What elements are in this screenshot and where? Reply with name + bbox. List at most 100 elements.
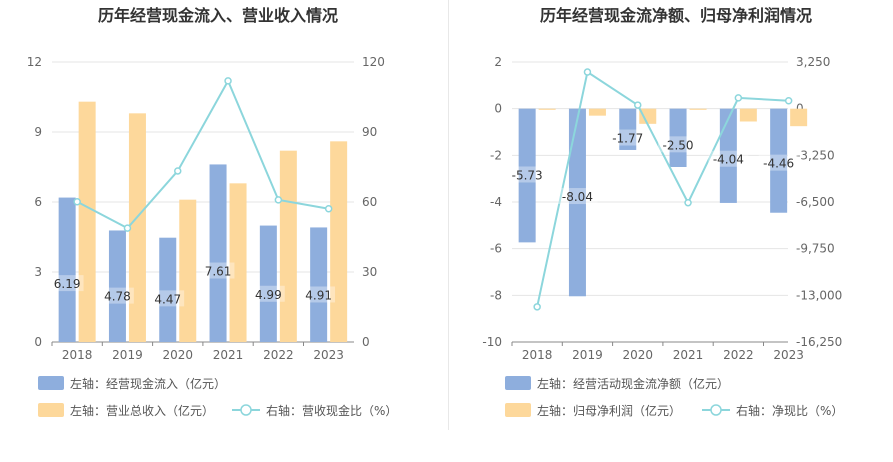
- ratio-point-2020: [634, 101, 642, 109]
- y-left-tick-label: -4: [490, 195, 502, 209]
- data-label-bg: [557, 188, 598, 205]
- data-label: 4.47: [154, 292, 181, 306]
- ratio-line: [76, 78, 329, 230]
- data-label: 6.19: [54, 277, 81, 291]
- y-right-tick-label: -16,250: [796, 335, 842, 349]
- bar-2022: [279, 150, 297, 342]
- y-right-tick-label: 90: [362, 125, 377, 139]
- ratio-point-2023: [324, 205, 333, 213]
- panel-divider: [448, 0, 449, 430]
- data-label-bg: [658, 136, 699, 153]
- y-left-tick-label: -10: [482, 335, 502, 349]
- y-right-tick-label: -9,750: [796, 242, 835, 256]
- bar-2018: [518, 108, 536, 243]
- legend-label: 右轴：营收现金比（%）: [266, 403, 397, 418]
- data-label-bg: [758, 154, 799, 171]
- data-label-bg: [251, 285, 285, 302]
- y-left-tick-label: 12: [27, 55, 42, 69]
- y-left-tick-label: -8: [490, 288, 502, 302]
- x-tick-label: 2023: [773, 348, 804, 362]
- y-right-tick-label: -6,500: [796, 195, 835, 209]
- data-label: -2.50: [663, 138, 694, 152]
- bar-2021: [209, 164, 227, 342]
- bar-2020: [159, 237, 177, 342]
- legend-label: 左轴：经营现金流入（亿元）: [70, 376, 226, 391]
- chart-title: 历年经营现金流净额、归母净利润情况: [540, 6, 812, 25]
- data-label-bg: [50, 275, 84, 292]
- data-label: 4.99: [255, 288, 282, 302]
- x-tick-label: 2018: [62, 348, 93, 362]
- bar-2022: [739, 108, 757, 122]
- bar-2020: [639, 108, 657, 124]
- ratio-point-2022: [734, 94, 743, 102]
- ratio-point-2022: [274, 196, 283, 204]
- legend-label: 左轴：营业总收入（亿元）: [70, 403, 214, 418]
- data-label: -8.04: [562, 190, 593, 204]
- ratio-line: [536, 70, 789, 308]
- y-right-tick-label: 120: [362, 55, 385, 69]
- x-tick-label: 2021: [213, 348, 244, 362]
- legend-swatch-bar: [505, 403, 531, 417]
- bar-2019: [108, 230, 126, 342]
- bar-2022: [719, 108, 737, 203]
- y-left-tick-label: 0: [34, 335, 42, 349]
- bar-2023: [310, 227, 328, 342]
- bar-2021: [689, 108, 707, 110]
- bar-2018: [78, 101, 96, 343]
- data-label-bg: [302, 286, 336, 303]
- x-tick-label: 2022: [723, 348, 754, 362]
- ratio-point-2018: [73, 198, 81, 206]
- x-tick-label: 2020: [162, 348, 193, 362]
- x-tick-label: 2018: [522, 348, 553, 362]
- y-left-tick-label: 3: [34, 265, 42, 279]
- y-right-tick-label: 30: [362, 265, 377, 279]
- legend-swatch-marker: [240, 404, 252, 416]
- bar-2023: [790, 108, 808, 127]
- data-label: 4.91: [305, 288, 332, 302]
- y-right-tick-label: 0: [362, 335, 370, 349]
- bar-2023: [770, 108, 788, 213]
- bar-2020: [619, 108, 637, 150]
- chart-panel-2: 历年经营现金流净额、归母净利润情况20-2-4-6-8-103,2500-3,2…: [482, 6, 843, 418]
- y-right-tick-label: -3,250: [796, 148, 835, 162]
- legend-swatch-bar: [38, 376, 64, 390]
- ratio-point-2019: [583, 68, 592, 76]
- legend-swatch-bar: [38, 403, 64, 417]
- x-tick-label: 2020: [622, 348, 653, 362]
- bar-2019: [568, 108, 586, 297]
- y-left-tick-label: 9: [34, 125, 42, 139]
- y-left-tick-label: 0: [494, 102, 502, 116]
- bar-2020: [179, 199, 197, 342]
- bar-2018: [58, 197, 76, 342]
- data-label-bg: [151, 290, 185, 307]
- x-tick-label: 2019: [112, 348, 143, 362]
- ratio-point-2020: [174, 167, 182, 175]
- legend-swatch-bar: [505, 376, 531, 390]
- data-label: -1.77: [612, 132, 643, 146]
- y-right-tick-label: 3,250: [796, 55, 830, 69]
- y-left-tick-label: -6: [490, 242, 502, 256]
- bar-2019: [588, 108, 606, 116]
- data-label: 7.61: [205, 265, 232, 279]
- y-left-tick-label: 6: [34, 195, 42, 209]
- bar-2021: [669, 108, 687, 167]
- data-label-bg: [607, 129, 648, 146]
- bar-2018: [538, 108, 556, 110]
- data-label-bg: [101, 287, 134, 304]
- bar-2019: [128, 113, 146, 342]
- y-left-tick-label: -2: [490, 148, 502, 162]
- data-label: 4.78: [104, 290, 131, 304]
- data-label: -5.73: [512, 168, 543, 182]
- x-tick-label: 2023: [313, 348, 344, 362]
- legend-label: 左轴：归母净利润（亿元）: [537, 403, 681, 418]
- data-label-bg: [201, 262, 235, 279]
- x-tick-label: 2019: [572, 348, 603, 362]
- legend-label: 右轴：净现比（%）: [736, 403, 843, 418]
- y-right-tick-label: 60: [362, 195, 377, 209]
- bar-2023: [330, 141, 348, 342]
- bar-2021: [229, 183, 247, 342]
- chart-title: 历年经营现金流入、营业收入情况: [98, 6, 338, 25]
- ratio-point-2021: [224, 77, 232, 85]
